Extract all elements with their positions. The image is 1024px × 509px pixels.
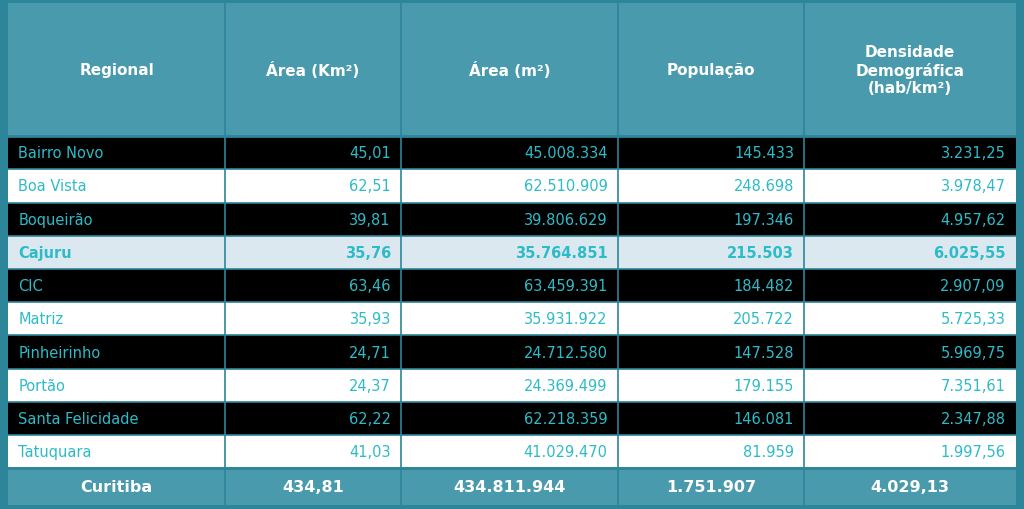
Bar <box>8 302 1016 336</box>
Text: Portão: Portão <box>18 378 66 393</box>
Text: 4.029,13: 4.029,13 <box>870 479 949 494</box>
Text: 35,76: 35,76 <box>345 245 391 260</box>
Bar <box>8 435 1016 468</box>
Bar <box>8 402 1016 435</box>
Text: 41.029.470: 41.029.470 <box>523 444 607 459</box>
Text: 197.346: 197.346 <box>734 212 794 227</box>
Text: 248.698: 248.698 <box>733 179 794 194</box>
Text: 1.997,56: 1.997,56 <box>941 444 1006 459</box>
Text: Pinheirinho: Pinheirinho <box>18 345 100 360</box>
Text: 184.482: 184.482 <box>733 278 794 294</box>
Text: 62,22: 62,22 <box>349 411 391 426</box>
Text: Bairro Novo: Bairro Novo <box>18 146 103 161</box>
Text: Cajuru: Cajuru <box>18 245 72 260</box>
Text: CIC: CIC <box>18 278 43 294</box>
Text: 62.510.909: 62.510.909 <box>523 179 607 194</box>
Text: 434,81: 434,81 <box>283 479 344 494</box>
Text: 145.433: 145.433 <box>734 146 794 161</box>
Text: 39.806.629: 39.806.629 <box>524 212 607 227</box>
Text: 2.347,88: 2.347,88 <box>941 411 1006 426</box>
Bar <box>8 369 1016 402</box>
Text: 215.503: 215.503 <box>727 245 794 260</box>
Text: 62,51: 62,51 <box>349 179 391 194</box>
Text: Boa Vista: Boa Vista <box>18 179 87 194</box>
Text: 81.959: 81.959 <box>743 444 794 459</box>
Text: 205.722: 205.722 <box>733 312 794 327</box>
Text: 24.369.499: 24.369.499 <box>524 378 607 393</box>
Text: Boqueirão: Boqueirão <box>18 212 93 227</box>
Text: 63,46: 63,46 <box>349 278 391 294</box>
Text: 179.155: 179.155 <box>733 378 794 393</box>
Text: 2.907,09: 2.907,09 <box>940 278 1006 294</box>
Text: Regional: Regional <box>79 63 154 78</box>
Text: Área (Km²): Área (Km²) <box>266 62 359 79</box>
Bar <box>8 336 1016 369</box>
Text: 434.811.944: 434.811.944 <box>454 479 565 494</box>
Text: 39,81: 39,81 <box>349 212 391 227</box>
Text: 1.751.907: 1.751.907 <box>666 479 756 494</box>
Text: 35.931.922: 35.931.922 <box>524 312 607 327</box>
Text: Curitiba: Curitiba <box>81 479 153 494</box>
Text: 6.025,55: 6.025,55 <box>933 245 1006 260</box>
Text: 45,01: 45,01 <box>349 146 391 161</box>
Text: 24,37: 24,37 <box>349 378 391 393</box>
Bar <box>8 468 1016 505</box>
Text: 24.712.580: 24.712.580 <box>523 345 607 360</box>
Text: Tatuquara: Tatuquara <box>18 444 92 459</box>
Text: 41,03: 41,03 <box>349 444 391 459</box>
Bar <box>8 269 1016 302</box>
Bar <box>8 236 1016 269</box>
Text: 5.969,75: 5.969,75 <box>941 345 1006 360</box>
Text: Área (m²): Área (m²) <box>469 62 550 79</box>
Bar <box>8 170 1016 203</box>
Text: 146.081: 146.081 <box>733 411 794 426</box>
Text: 24,71: 24,71 <box>349 345 391 360</box>
Text: 147.528: 147.528 <box>733 345 794 360</box>
Text: 4.957,62: 4.957,62 <box>940 212 1006 227</box>
Text: 3.978,47: 3.978,47 <box>941 179 1006 194</box>
Text: Densidade
Demográfica
(hab/km²): Densidade Demográfica (hab/km²) <box>855 45 965 96</box>
Text: Santa Felicidade: Santa Felicidade <box>18 411 139 426</box>
Text: 62.218.359: 62.218.359 <box>524 411 607 426</box>
Bar <box>8 203 1016 236</box>
Text: 3.231,25: 3.231,25 <box>941 146 1006 161</box>
Text: 45.008.334: 45.008.334 <box>524 146 607 161</box>
Text: 63.459.391: 63.459.391 <box>524 278 607 294</box>
Text: 35.764.851: 35.764.851 <box>515 245 607 260</box>
Text: Matriz: Matriz <box>18 312 63 327</box>
Bar <box>8 137 1016 170</box>
Text: 5.725,33: 5.725,33 <box>941 312 1006 327</box>
Text: População: População <box>667 63 756 78</box>
Text: 7.351,61: 7.351,61 <box>941 378 1006 393</box>
Text: 35,93: 35,93 <box>349 312 391 327</box>
Bar <box>8 4 1016 137</box>
